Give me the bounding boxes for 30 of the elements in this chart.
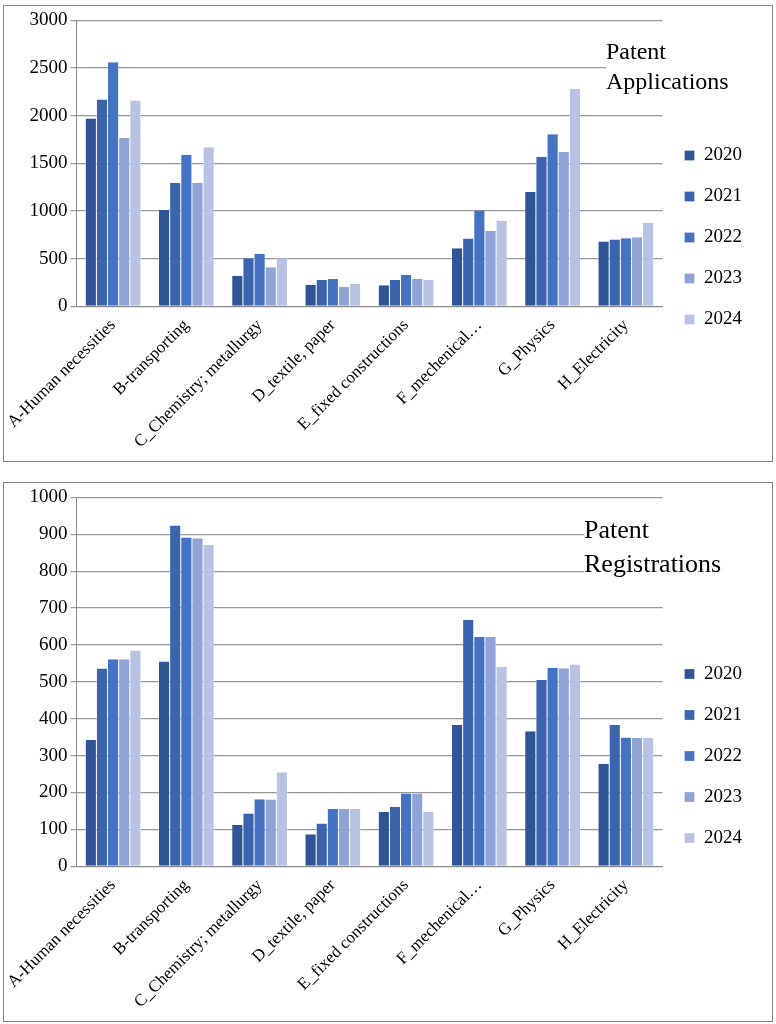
y-tick-label: 100: [38, 817, 68, 839]
y-tick-label: 700: [38, 596, 68, 618]
legend-label: 2021: [704, 184, 742, 206]
text: Patent Registrations: [584, 513, 754, 581]
y-tick-label: 0: [57, 294, 68, 316]
legend-label: 2022: [704, 743, 742, 765]
y-tick-label: 300: [38, 743, 68, 765]
y-tick-label: 2000: [29, 103, 68, 125]
legend-label: 2020: [704, 143, 742, 165]
legend-label: 2024: [704, 825, 743, 847]
y-tick-label: 1000: [29, 198, 68, 220]
y-tick-label: 3000: [29, 8, 68, 30]
y-tick-label: 0: [57, 854, 68, 876]
legend-label: 2022: [704, 225, 742, 247]
legend-label: 2023: [704, 784, 742, 806]
legend-label: 2020: [704, 661, 742, 683]
y-tick-label: 600: [38, 632, 68, 654]
legend-label: 2021: [704, 702, 742, 724]
text: Patent Applications: [606, 36, 756, 96]
y-tick-label: 2500: [29, 56, 68, 78]
y-tick-label: 900: [38, 522, 68, 544]
y-tick-label: 400: [38, 706, 68, 728]
legend-label: 2024: [704, 307, 743, 329]
y-tick-label: 500: [38, 669, 68, 691]
y-tick-label: 500: [38, 246, 68, 268]
y-tick-label: 1000: [29, 485, 68, 507]
legend-label: 2023: [704, 266, 742, 288]
y-tick-label: 200: [38, 780, 68, 802]
y-tick-label: 1500: [29, 151, 68, 173]
y-tick-label: 800: [38, 559, 68, 581]
